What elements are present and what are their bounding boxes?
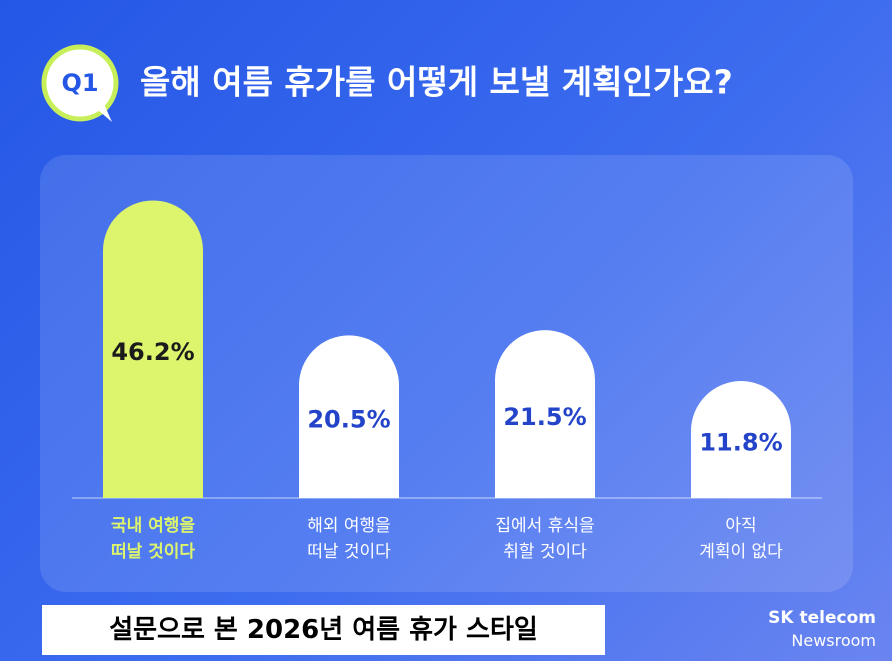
- brand-sub: Newsroom: [791, 631, 876, 650]
- value-label: 46.2%: [111, 338, 194, 366]
- badge: Q1: [61, 69, 98, 97]
- category-label: 해외 여행을 떠날 것이다: [307, 516, 391, 562]
- category-label: 아직 계획이 없다: [699, 516, 783, 562]
- category-label: 집에서 휴식을 취할 것이다: [495, 516, 595, 562]
- bar: [103, 200, 203, 498]
- value-label: 11.8%: [699, 429, 782, 457]
- panel: [40, 155, 853, 592]
- value-label: 20.5%: [307, 406, 390, 434]
- chart-title: 올해 여름 휴가를 어떻게 보낼 계획인가요?: [140, 63, 733, 102]
- badge-tail: [98, 104, 112, 122]
- badge-circle: [41, 44, 119, 122]
- value-label: 21.5%: [503, 403, 586, 431]
- brand: SK telecom: [768, 608, 876, 628]
- caption: 설문으로 본 2026년 여름 휴가 스타일: [42, 605, 605, 655]
- bar: [495, 330, 595, 498]
- bar: [691, 381, 791, 498]
- category-label: 국내 여행을 떠날 것이다: [110, 516, 196, 562]
- bar: [299, 335, 399, 498]
